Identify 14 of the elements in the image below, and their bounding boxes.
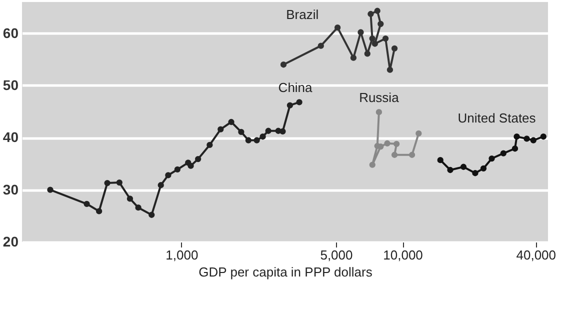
x-tick-label: 10,000	[383, 248, 423, 262]
y-tick-label: 60	[2, 24, 19, 41]
series-label: Russia	[359, 90, 400, 106]
x-tick-label: 40,000	[516, 248, 556, 262]
series-label: China	[278, 80, 314, 96]
x-axis-title: GDP per capita in PPP dollars	[198, 264, 373, 280]
series-label: Brazil	[286, 6, 319, 22]
x-tick-label: 1,000	[166, 248, 198, 262]
y-tick-label: 40	[2, 129, 19, 146]
y-tick-label: 50	[2, 76, 19, 93]
series-label: United States	[458, 110, 536, 126]
y-tick-label: 30	[2, 181, 19, 198]
y-tick-label: 20	[2, 234, 19, 250]
x-tick-label: 5,000	[320, 248, 353, 262]
